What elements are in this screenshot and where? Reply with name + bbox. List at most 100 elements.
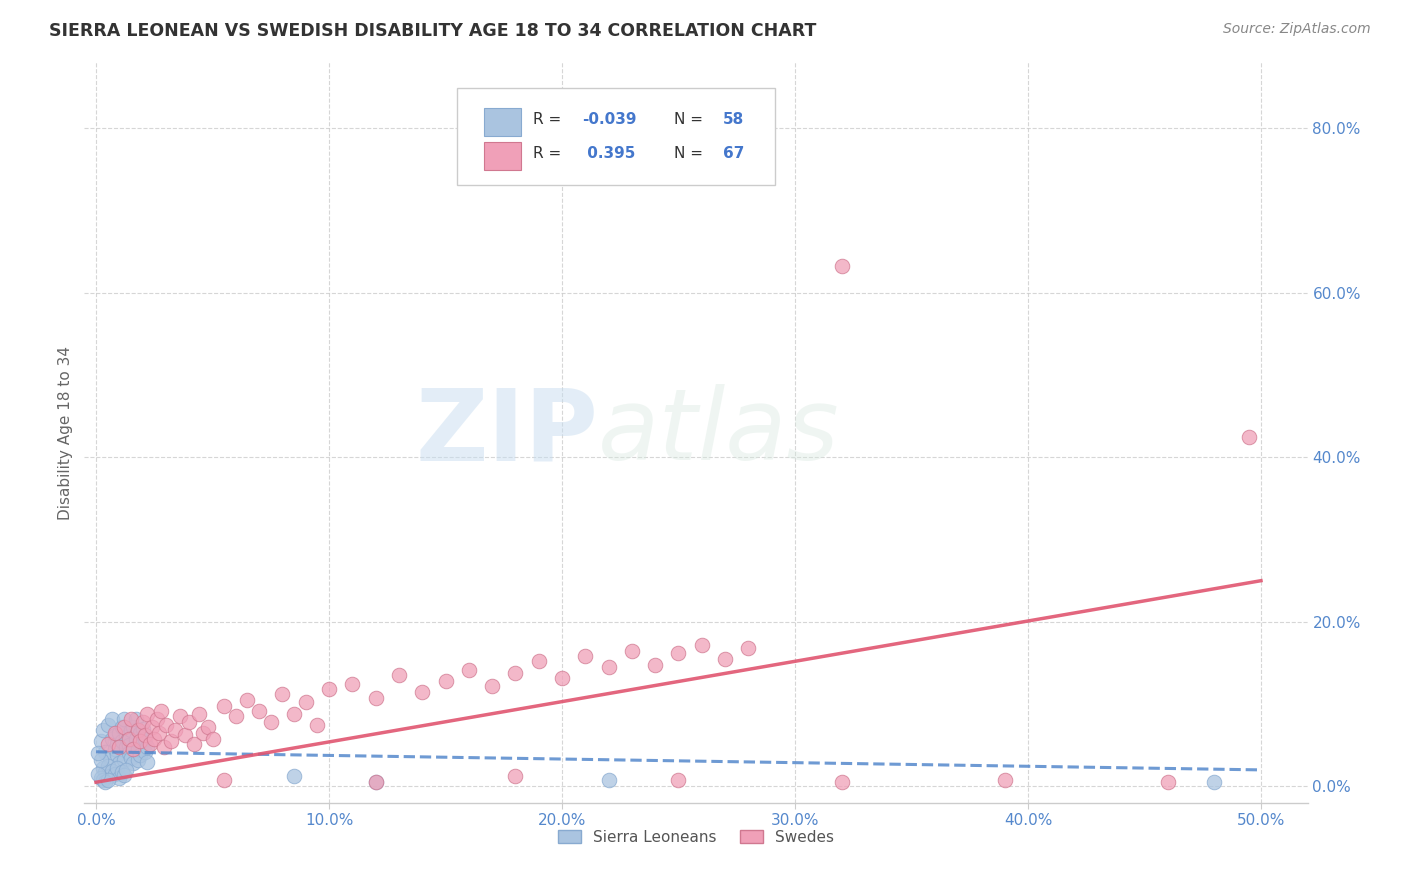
Point	[197, 720, 219, 734]
Point	[101, 712, 124, 726]
Point	[148, 726, 170, 740]
Point	[183, 737, 205, 751]
Text: R =: R =	[533, 112, 567, 127]
Point	[364, 775, 387, 789]
Point	[97, 758, 120, 772]
Point	[411, 685, 433, 699]
Point	[122, 742, 145, 756]
Point	[127, 723, 149, 738]
Point	[104, 742, 127, 756]
Point	[152, 739, 174, 754]
Point	[598, 772, 620, 787]
Point	[145, 712, 167, 726]
Point	[143, 731, 166, 746]
Point	[94, 775, 117, 789]
Point	[129, 748, 152, 763]
Point	[115, 730, 138, 744]
Point	[668, 646, 690, 660]
Point	[212, 772, 235, 787]
Point	[108, 726, 131, 740]
Point	[108, 771, 131, 785]
Point	[117, 747, 139, 761]
Point	[141, 720, 163, 734]
Point	[90, 771, 112, 785]
Point	[225, 709, 247, 723]
Point	[129, 734, 152, 748]
Y-axis label: Disability Age 18 to 34: Disability Age 18 to 34	[58, 345, 73, 520]
Point	[457, 663, 479, 677]
Point	[104, 728, 127, 742]
Point	[120, 750, 142, 764]
Point	[129, 726, 152, 740]
Point	[111, 720, 134, 734]
Point	[91, 723, 114, 738]
Text: Source: ZipAtlas.com: Source: ZipAtlas.com	[1223, 22, 1371, 37]
Point	[98, 769, 121, 783]
Point	[97, 717, 120, 731]
Point	[131, 715, 153, 730]
Point	[112, 712, 135, 726]
FancyBboxPatch shape	[484, 108, 522, 136]
Text: SIERRA LEONEAN VS SWEDISH DISABILITY AGE 18 TO 34 CORRELATION CHART: SIERRA LEONEAN VS SWEDISH DISABILITY AGE…	[49, 22, 817, 40]
Point	[138, 737, 160, 751]
Point	[994, 772, 1017, 787]
Point	[574, 649, 596, 664]
Point	[283, 706, 305, 721]
Text: 67: 67	[723, 146, 744, 161]
Text: -0.039: -0.039	[582, 112, 637, 127]
Point	[598, 660, 620, 674]
Point	[136, 739, 159, 754]
Point	[173, 728, 195, 742]
Point	[104, 726, 127, 740]
Point	[247, 704, 270, 718]
Point	[271, 687, 294, 701]
Point	[169, 709, 191, 723]
Point	[134, 731, 156, 746]
Point	[105, 748, 128, 763]
Point	[831, 260, 853, 274]
Point	[714, 652, 737, 666]
Point	[124, 731, 146, 746]
Point	[364, 775, 387, 789]
Point	[201, 731, 224, 746]
Text: R =: R =	[533, 146, 567, 161]
Point	[120, 723, 142, 738]
Point	[87, 747, 110, 761]
Point	[104, 767, 127, 781]
Point	[134, 745, 156, 759]
Point	[120, 712, 142, 726]
Text: N =: N =	[673, 146, 707, 161]
Text: N =: N =	[673, 112, 707, 127]
Point	[124, 712, 146, 726]
Point	[90, 734, 112, 748]
Text: 0.395: 0.395	[582, 146, 636, 161]
Point	[434, 674, 457, 689]
Point	[644, 657, 666, 672]
Point	[108, 739, 131, 754]
Point	[122, 720, 145, 734]
Point	[94, 745, 117, 759]
Point	[105, 737, 128, 751]
Point	[112, 768, 135, 782]
FancyBboxPatch shape	[484, 142, 522, 169]
Point	[108, 756, 131, 771]
Point	[127, 753, 149, 767]
Point	[136, 755, 159, 769]
Point	[87, 767, 110, 781]
Legend: Sierra Leoneans, Swedes: Sierra Leoneans, Swedes	[553, 823, 839, 851]
Point	[159, 734, 181, 748]
Point	[318, 682, 340, 697]
Point	[111, 764, 134, 779]
Point	[193, 726, 215, 740]
Point	[505, 665, 527, 680]
Point	[101, 731, 124, 746]
Point	[97, 772, 120, 787]
Point	[1239, 430, 1261, 444]
Point	[1157, 775, 1180, 789]
FancyBboxPatch shape	[457, 88, 776, 185]
Point	[97, 737, 120, 751]
Point	[179, 715, 201, 730]
Point	[342, 676, 364, 690]
Text: atlas: atlas	[598, 384, 839, 481]
Point	[307, 717, 329, 731]
